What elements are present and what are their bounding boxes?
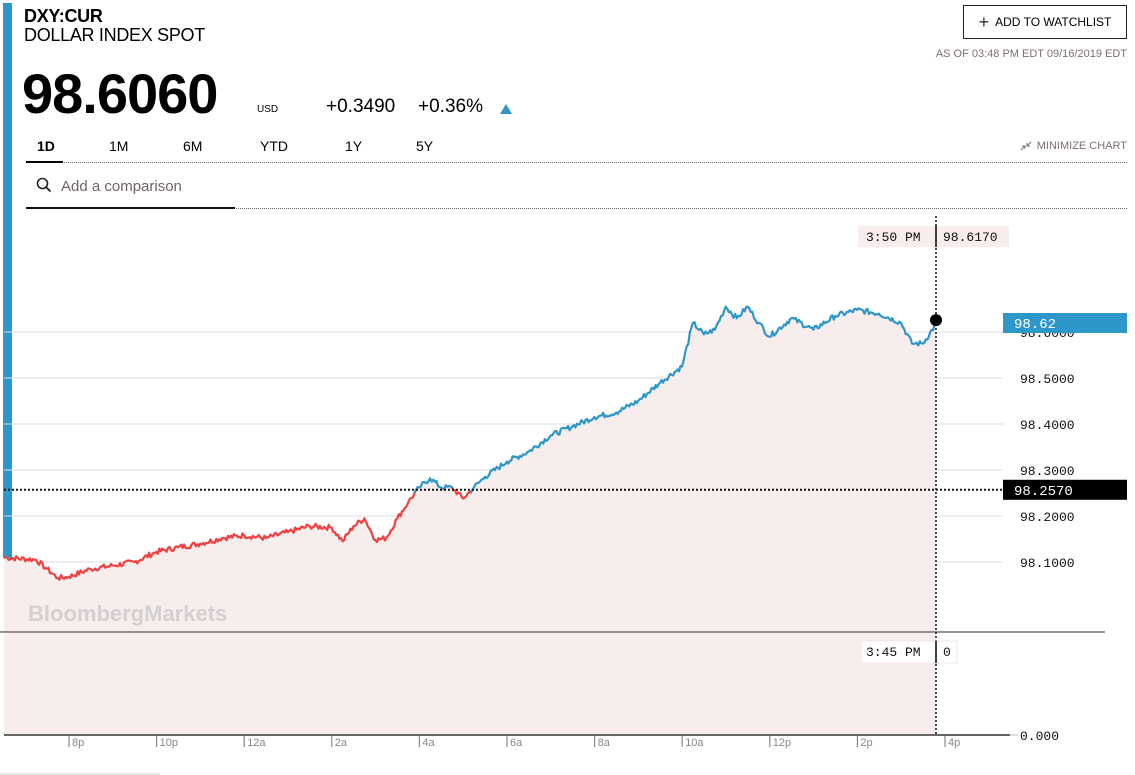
active-tab-indicator (26, 161, 63, 163)
comparison-input[interactable] (61, 174, 231, 198)
horizontal-scrollbar[interactable] (0, 773, 160, 775)
plus-icon: + (978, 12, 990, 32)
search-underline (26, 207, 235, 209)
comparison-search (26, 171, 1127, 209)
price-area-fill (4, 306, 936, 632)
x-axis-tick-label: 12p (773, 737, 791, 749)
price-chart[interactable]: BloombergMarkets 8p 10p 12a 2a 4a 6a 8a 10a 12p 2… (0, 210, 1135, 773)
volume-tooltip-time: 3:45 PM (866, 645, 921, 660)
x-axis-tick-label: 10a (685, 737, 704, 749)
x-axis-ticks: 8p 10p 12a 2a 4a 6a 8a 10a 12p 2p 4p (68, 736, 960, 749)
accent-bar (3, 3, 12, 558)
previous-close-tag (1003, 479, 1127, 500)
last-price-tag (1003, 313, 1127, 333)
search-icon (36, 177, 52, 193)
x-axis-tick-label: 4p (948, 737, 960, 749)
tab-1d[interactable]: 1D (37, 138, 55, 154)
percent-change: +0.36% (418, 96, 483, 117)
volume-area (4, 633, 936, 734)
volume-tooltip-value: 0 (943, 645, 951, 660)
y-axis-label: 98.5000 (1020, 372, 1075, 387)
x-axis-tick-label: 2p (860, 737, 872, 749)
tab-1y[interactable]: 1Y (345, 138, 363, 154)
price-tooltip (858, 226, 1009, 247)
x-axis-tick-label: 2a (335, 737, 348, 749)
minimize-chart-button[interactable]: MINIMIZE CHART (1020, 140, 1127, 152)
up-arrow-icon (500, 104, 512, 114)
y-axis-label: 98.4000 (1020, 418, 1075, 433)
x-axis-tick-label: 8a (598, 737, 611, 749)
volume-axis-label: 0.000 (1020, 729, 1059, 744)
as-of-timestamp: AS OF 03:48 PM EDT 09/16/2019 EDT (935, 48, 1127, 60)
y-axis-label: 98.1000 (1020, 556, 1075, 571)
tooltip-price: 98.6170 (943, 230, 998, 245)
x-axis-tick-label: 8p (72, 737, 84, 749)
last-price: 98.6060 (22, 62, 218, 125)
previous-close-value: 98.2570 (1014, 484, 1073, 500)
last-price-tag-value: 98.62 (1014, 317, 1056, 333)
bloomberg-watermark: BloombergMarkets (28, 601, 227, 626)
x-axis-tick-label: 4a (422, 737, 435, 749)
x-axis-tick-label: 6a (510, 737, 523, 749)
tab-1m[interactable]: 1M (109, 138, 129, 154)
security-name: DOLLAR INDEX SPOT (24, 25, 205, 45)
tab-ytd[interactable]: YTD (260, 138, 288, 154)
tab-5y[interactable]: 5Y (416, 138, 434, 154)
currency-label: USD (257, 104, 279, 115)
x-axis-tick-label: 12a (247, 737, 266, 749)
minimize-icon (1020, 141, 1032, 151)
y-axis-label: 98.2000 (1020, 510, 1075, 525)
minimize-chart-label: MINIMIZE CHART (1036, 140, 1127, 152)
tab-6m[interactable]: 6M (183, 138, 203, 154)
volume-tooltip (860, 640, 958, 664)
x-axis-tick-label: 10p (160, 737, 178, 749)
range-tabs: 1D 1M 6M YTD 1Y 5Y (26, 136, 1127, 163)
tooltip-time: 3:50 PM (866, 230, 921, 245)
y-axis-labels: 98.600098.500098.400098.300098.200098.10… (1020, 326, 1075, 571)
add-to-watchlist-button[interactable]: + ADD TO WATCHLIST (963, 5, 1127, 39)
net-change: +0.3490 (326, 96, 396, 117)
price-line (3, 305, 937, 581)
y-axis-label: 98.3000 (1020, 464, 1075, 479)
add-to-watchlist-label: ADD TO WATCHLIST (995, 15, 1112, 29)
crosshair-dot (930, 314, 942, 327)
ticker-symbol: DXY:CUR (24, 6, 103, 26)
